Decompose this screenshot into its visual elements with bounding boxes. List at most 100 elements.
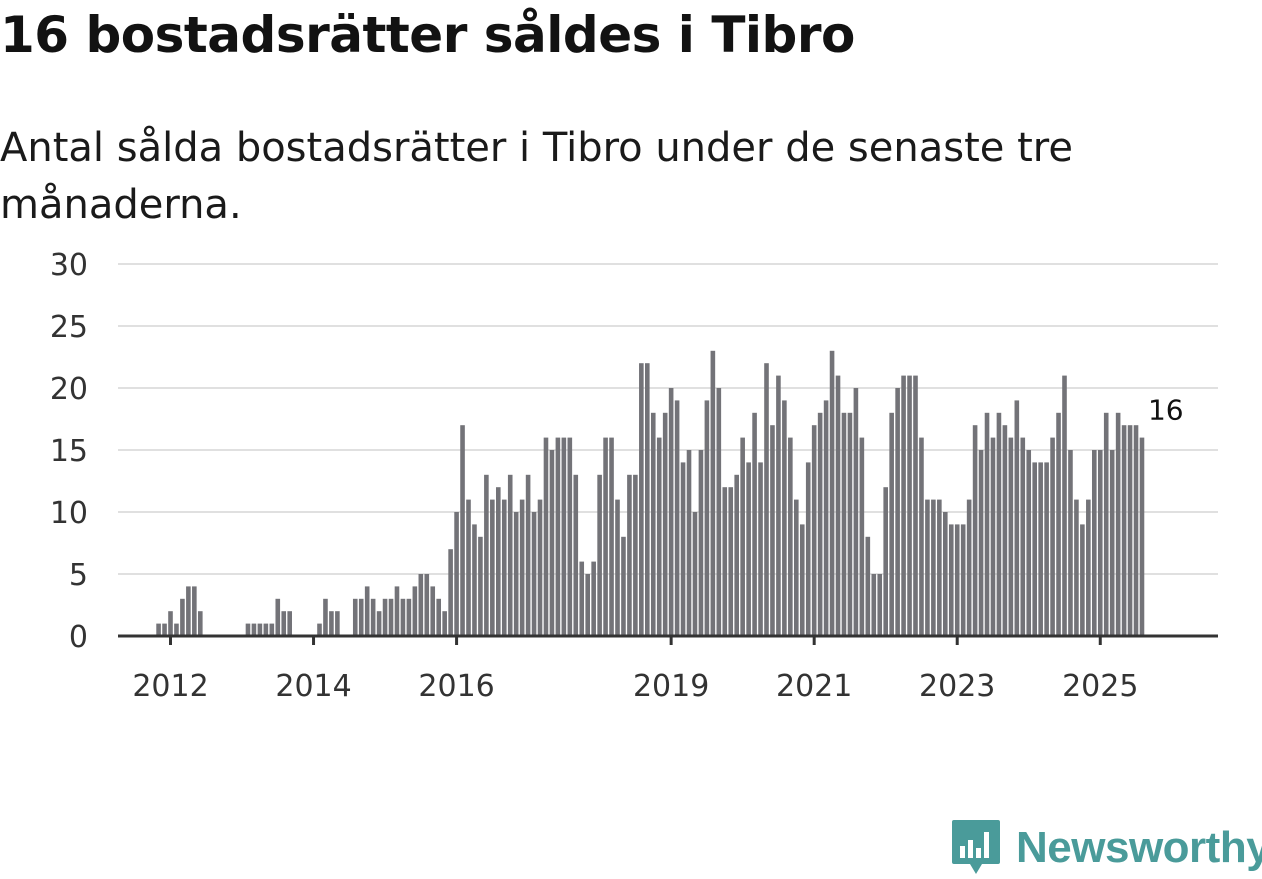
bar <box>716 388 722 636</box>
bar <box>937 499 942 636</box>
bar <box>543 437 549 636</box>
bar <box>811 425 817 636</box>
bar <box>168 611 173 636</box>
bar <box>436 598 441 636</box>
bar <box>674 400 680 636</box>
bar <box>364 586 370 636</box>
bar <box>770 425 775 636</box>
bar <box>853 388 859 636</box>
bar <box>603 437 608 636</box>
bar <box>472 524 477 636</box>
bar <box>931 499 936 636</box>
bar <box>662 412 668 636</box>
bar <box>507 474 513 636</box>
bar <box>198 611 203 636</box>
bar <box>668 388 674 636</box>
x-tick-label-2025: 2025 <box>1062 669 1138 704</box>
bar <box>245 623 251 636</box>
bar <box>984 412 990 636</box>
newsworthy-wordmark: Newsworthy <box>1016 823 1262 872</box>
bar <box>1068 450 1073 636</box>
bar <box>609 437 614 636</box>
bar <box>1109 450 1115 636</box>
bar <box>633 474 638 636</box>
bar <box>454 512 459 636</box>
data-labels: 16 <box>1145 391 1186 429</box>
y-tick-label-20: 20 <box>50 372 88 407</box>
bar <box>287 611 292 636</box>
bar <box>1044 462 1049 636</box>
bar <box>978 450 984 636</box>
bar <box>335 611 340 636</box>
bar <box>889 412 894 636</box>
bar <box>996 412 1002 636</box>
bar <box>1133 425 1139 636</box>
bar <box>323 598 328 636</box>
bar <box>746 462 751 636</box>
y-tick-label-15: 15 <box>50 434 88 469</box>
bar <box>555 437 561 636</box>
bar <box>710 350 716 636</box>
y-tick-label-30: 30 <box>50 248 88 283</box>
bar <box>943 512 948 636</box>
bar <box>370 598 376 636</box>
bar <box>954 524 960 636</box>
chart-subtitle: Antal sålda bostadsrätter i Tibro under … <box>0 125 1073 228</box>
bar <box>1092 450 1097 636</box>
bar <box>484 474 489 636</box>
bar <box>156 623 161 636</box>
bar <box>382 598 388 636</box>
bar <box>734 474 739 636</box>
bar <box>752 412 757 636</box>
bar <box>1086 499 1091 636</box>
bar <box>865 536 871 636</box>
x-tick-label-2014: 2014 <box>275 669 351 704</box>
latest-value-label: 16 <box>1148 394 1184 427</box>
bar <box>1062 375 1067 636</box>
x-tick-label-2019: 2019 <box>633 669 709 704</box>
y-axis-ticks: 0 5 10 15 20 25 30 <box>50 248 88 655</box>
bar <box>174 623 179 636</box>
bar <box>615 499 620 636</box>
bar <box>799 524 805 636</box>
bar <box>478 536 483 636</box>
bar <box>776 375 781 636</box>
bar <box>901 375 906 636</box>
bar <box>466 499 471 636</box>
bar <box>490 499 495 636</box>
newsworthy-logo-icon <box>952 820 1000 874</box>
bar <box>424 574 430 636</box>
bar <box>817 412 823 636</box>
bar <box>740 437 745 636</box>
bar <box>585 574 590 636</box>
bar <box>1139 437 1145 636</box>
bar <box>925 499 930 636</box>
bar <box>871 574 877 636</box>
bar <box>549 450 555 636</box>
bar <box>1050 437 1055 636</box>
bar <box>1038 462 1043 636</box>
bar <box>895 388 900 636</box>
bar <box>794 499 799 636</box>
bar <box>686 450 692 636</box>
bar <box>442 611 447 636</box>
bar <box>1020 437 1026 636</box>
bar <box>591 561 596 636</box>
bar <box>180 598 185 636</box>
bar <box>680 462 686 636</box>
bar <box>263 623 269 636</box>
bar <box>698 450 704 636</box>
bar <box>919 437 924 636</box>
bar <box>847 412 853 636</box>
bar <box>948 524 954 636</box>
bar <box>525 474 531 636</box>
bar <box>251 623 257 636</box>
bar <box>1097 450 1103 636</box>
bar <box>835 375 841 636</box>
bar <box>501 499 507 636</box>
bar <box>537 499 543 636</box>
bar <box>192 586 197 636</box>
bar <box>388 598 394 636</box>
bar <box>448 549 453 636</box>
